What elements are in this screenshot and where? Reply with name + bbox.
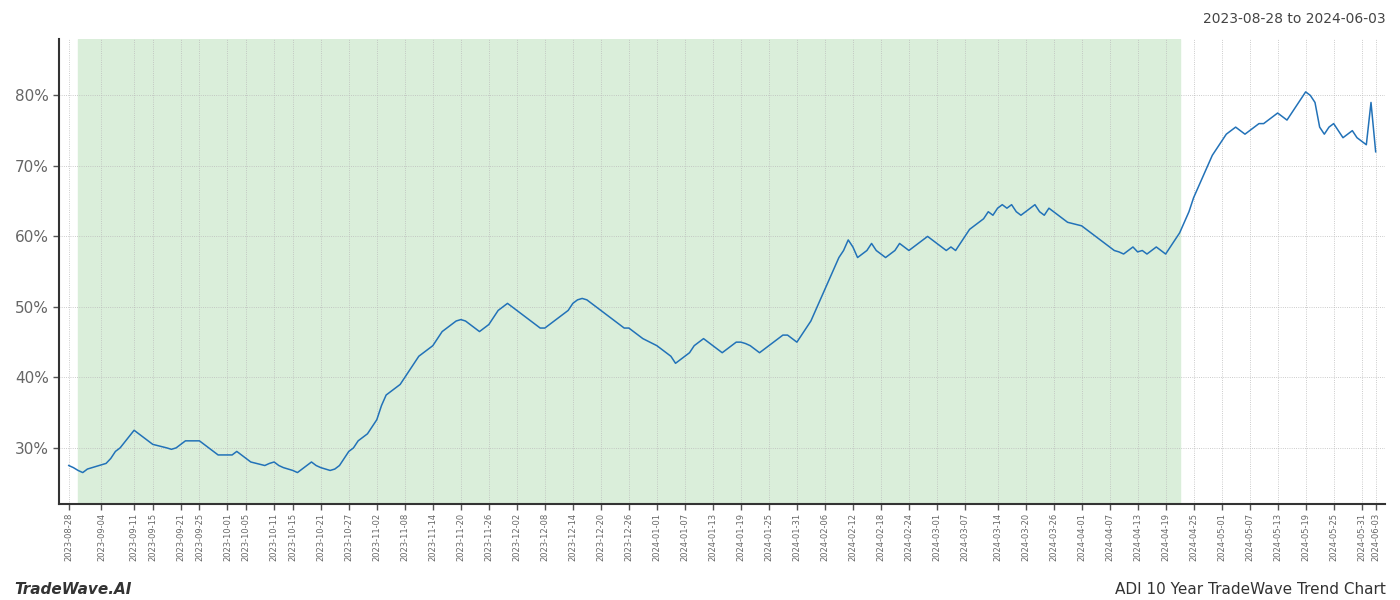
Text: TradeWave.AI: TradeWave.AI — [14, 582, 132, 597]
Bar — [78, 39, 1180, 504]
Text: ADI 10 Year TradeWave Trend Chart: ADI 10 Year TradeWave Trend Chart — [1116, 582, 1386, 597]
Text: 2023-08-28 to 2024-06-03: 2023-08-28 to 2024-06-03 — [1204, 12, 1386, 26]
